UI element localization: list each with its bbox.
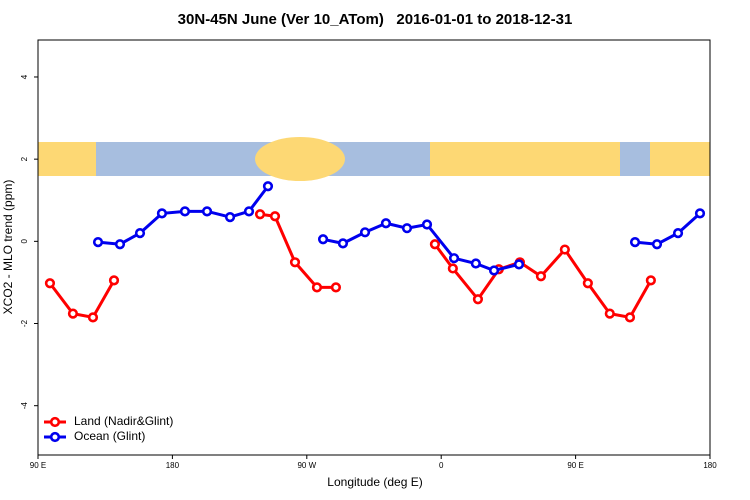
y-tick-label: 2 [20,156,29,161]
point [513,259,525,270]
point [559,244,570,255]
point [672,228,684,239]
point [201,206,213,217]
x-tick-label: 180 [703,461,717,470]
land-patch [430,142,620,176]
point [262,181,274,192]
point [470,258,481,269]
point [488,265,500,276]
x-tick-label: 90 E [30,461,46,470]
legend-label: Ocean (Glint) [74,429,145,443]
x-tick-label: 180 [166,461,180,470]
point [604,308,615,319]
point [359,227,371,238]
point [629,237,641,248]
point [156,208,168,219]
point [92,237,104,248]
plot-frame [37,39,711,456]
legend: Land (Nadir&Glint)Ocean (Glint) [44,414,173,443]
land-patch [255,137,345,181]
legend-label: Land (Nadir&Glint) [74,414,173,428]
point [44,278,56,289]
chart-title: 30N-45N June (Ver 10_ATom) 2016-01-01 to… [178,11,573,28]
y-tick-label: -4 [20,402,29,410]
point [429,239,441,250]
point [254,209,266,220]
point [582,278,593,289]
point [651,239,663,250]
x-axis-label: Longitude (deg E) [327,475,422,489]
point [179,206,191,217]
map-band [38,137,710,181]
point [87,312,99,323]
series-line [97,185,701,273]
land-patch [650,142,710,176]
y-axis-label: XCO2 - MLO trend (ppm) [1,180,15,315]
y-tick-label: 0 [20,239,29,244]
legend-marker [49,431,61,443]
point [401,223,413,234]
point [624,312,636,323]
point [224,211,236,223]
point [645,275,656,286]
point [447,263,458,274]
point [694,208,706,219]
point [337,238,349,249]
point [114,239,126,250]
x-tick-label: 90 W [297,461,316,470]
point [134,228,146,239]
y-tick-label: -2 [20,319,29,327]
legend-marker [49,416,61,428]
point [108,275,120,286]
point [330,282,342,293]
point [289,257,301,268]
point [380,218,392,229]
point [67,308,79,319]
point [472,294,484,305]
point [535,271,547,282]
point [311,282,323,293]
point [421,219,433,230]
x-tick-label: 90 E [567,461,583,470]
point [243,206,255,217]
y-tick-label: 4 [20,74,29,79]
x-tick-label: 0 [439,461,444,470]
point [448,253,460,264]
point [269,211,281,222]
land-patch [38,142,96,176]
point [317,234,329,245]
